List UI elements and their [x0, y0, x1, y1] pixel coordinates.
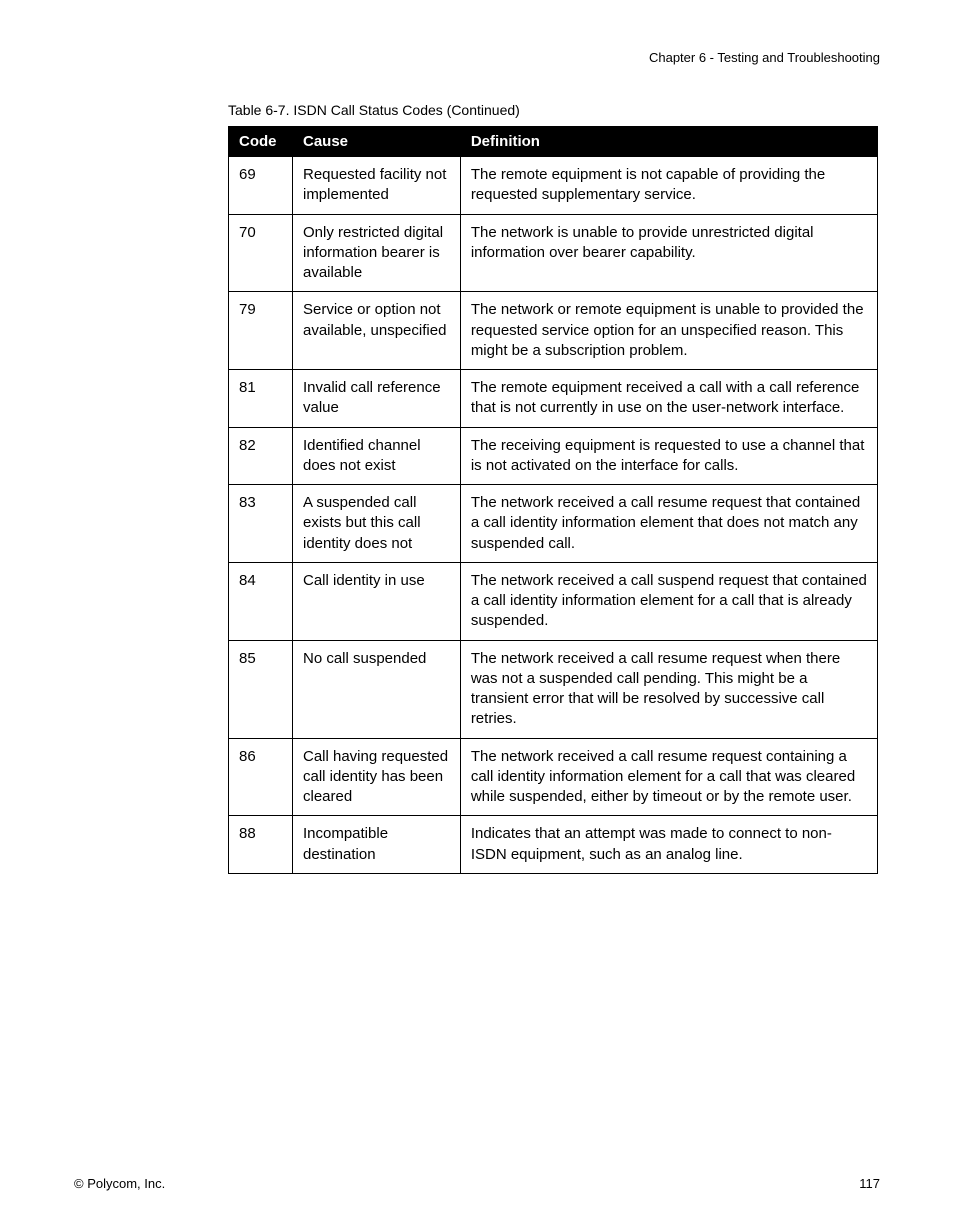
cell-cause: Requested facility not implemented [292, 157, 460, 215]
cell-code: 81 [229, 370, 293, 428]
cell-definition: The network is unable to provide unrestr… [460, 214, 877, 292]
cell-cause: Identified channel does not exist [292, 427, 460, 485]
cell-definition: The remote equipment is not capable of p… [460, 157, 877, 215]
cell-definition: The network received a call resume reque… [460, 485, 877, 563]
table-row: 88 Incompatible destination Indicates th… [229, 816, 878, 874]
cell-definition: The receiving equipment is requested to … [460, 427, 877, 485]
cell-code: 82 [229, 427, 293, 485]
footer-page-number: 117 [859, 1176, 880, 1191]
table-row: 70 Only restricted digital information b… [229, 214, 878, 292]
cell-code: 79 [229, 292, 293, 370]
col-header-cause: Cause [292, 127, 460, 157]
col-header-code: Code [229, 127, 293, 157]
cell-cause: Invalid call reference value [292, 370, 460, 428]
cell-cause: Service or option not available, unspeci… [292, 292, 460, 370]
table-row: 81 Invalid call reference value The remo… [229, 370, 878, 428]
table-row: 82 Identified channel does not exist The… [229, 427, 878, 485]
cell-definition: The remote equipment received a call wit… [460, 370, 877, 428]
table-row: 85 No call suspended The network receive… [229, 640, 878, 738]
cell-cause: Call having requested call identity has … [292, 738, 460, 816]
cell-code: 83 [229, 485, 293, 563]
cell-cause: Only restricted digital information bear… [292, 214, 460, 292]
chapter-header: Chapter 6 - Testing and Troubleshooting [649, 50, 880, 65]
isdn-codes-table: Code Cause Definition 69 Requested facil… [228, 126, 878, 874]
table-row: 69 Requested facility not implemented Th… [229, 157, 878, 215]
cell-definition: The network received a call resume reque… [460, 640, 877, 738]
cell-cause: Call identity in use [292, 562, 460, 640]
cell-definition: The network received a call resume reque… [460, 738, 877, 816]
table-header-row: Code Cause Definition [229, 127, 878, 157]
col-header-definition: Definition [460, 127, 877, 157]
cell-definition: The network or remote equipment is unabl… [460, 292, 877, 370]
cell-definition: Indicates that an attempt was made to co… [460, 816, 877, 874]
table-row: 86 Call having requested call identity h… [229, 738, 878, 816]
table-row: 84 Call identity in use The network rece… [229, 562, 878, 640]
footer-copyright: © Polycom, Inc. [74, 1176, 165, 1191]
cell-cause: No call suspended [292, 640, 460, 738]
cell-cause: Incompatible destination [292, 816, 460, 874]
cell-code: 70 [229, 214, 293, 292]
table-row: 79 Service or option not available, unsp… [229, 292, 878, 370]
cell-definition: The network received a call suspend requ… [460, 562, 877, 640]
cell-code: 88 [229, 816, 293, 874]
cell-code: 69 [229, 157, 293, 215]
cell-code: 84 [229, 562, 293, 640]
table-caption: Table 6-7. ISDN Call Status Codes (Conti… [228, 102, 520, 118]
table-row: 83 A suspended call exists but this call… [229, 485, 878, 563]
cell-code: 85 [229, 640, 293, 738]
cell-cause: A suspended call exists but this call id… [292, 485, 460, 563]
cell-code: 86 [229, 738, 293, 816]
